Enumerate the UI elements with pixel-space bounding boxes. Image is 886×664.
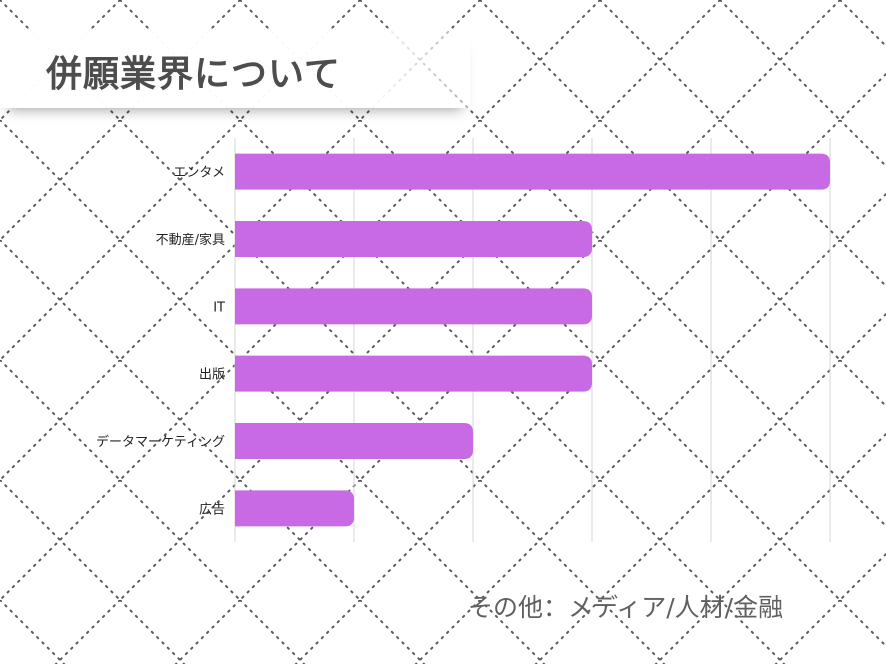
page-title: 併願業界について [46, 54, 341, 95]
category-label: エンタメ [173, 166, 225, 181]
bar [235, 221, 592, 257]
bar [235, 423, 473, 459]
grid-lines [234, 138, 831, 542]
bar [235, 153, 830, 190]
title-banner [0, 30, 470, 108]
category-label: 不動産/家具 [156, 232, 225, 248]
category-label: データマーケティング [96, 434, 225, 450]
category-label: IT [213, 300, 225, 315]
bars [235, 153, 830, 527]
category-label: 広告 [199, 502, 225, 517]
bar-rect [235, 153, 830, 190]
bar-rect [235, 423, 473, 459]
bar [235, 355, 592, 392]
bar [235, 288, 592, 325]
bar-rect [235, 490, 354, 527]
category-label: 出版 [199, 368, 225, 383]
footnote-text: その他：メディア/人材/金融 [468, 593, 784, 622]
bar-rect [235, 221, 592, 257]
bar [235, 490, 354, 527]
bar-rect [235, 288, 592, 325]
bar-rect [235, 355, 592, 392]
